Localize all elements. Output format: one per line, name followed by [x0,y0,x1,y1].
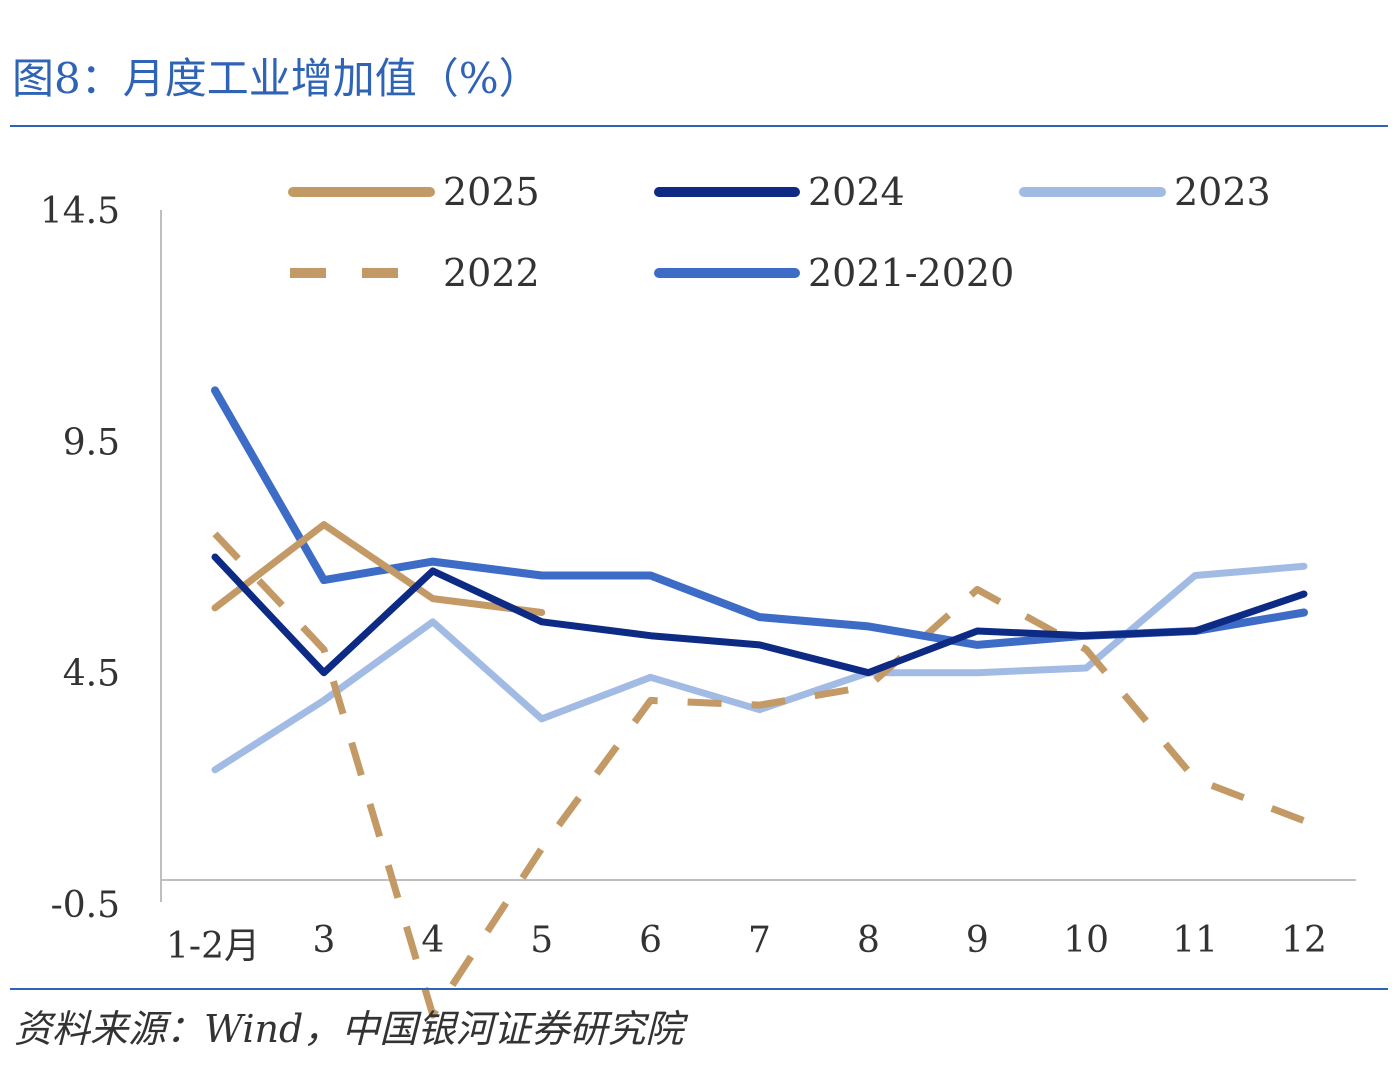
x-tick-label: 4 [421,920,444,961]
series-line-2021-2020 [211,386,1308,649]
x-tick-label: 5 [530,920,553,961]
legend-label-2024: 2024 [808,170,905,214]
x-tick-label: 12 [1281,920,1327,961]
source-note: 资料来源：Wind，中国银河证券研究院 [14,1007,684,1051]
title-divider [10,125,1388,127]
legend-label-2023: 2023 [1174,170,1271,214]
y-tick-label: -0.5 [51,885,120,926]
chart-axes: 14.5 9.5 4.5 -0.5 1-2月 3 4 5 6 7 8 9 10 11 12 [40,191,1356,967]
chart-legend: 2025 2024 2023 2022 2021-2020 [288,170,1271,295]
series-line-2022 [212,531,1306,1019]
legend-label-2021-2020: 2021-2020 [808,251,1014,295]
x-tick-label: 10 [1063,920,1109,961]
y-tick-label: 14.5 [40,191,120,232]
series-line-2024 [211,553,1308,677]
chart-title: 图8：月度工业增加值（%） [12,54,541,103]
x-tick-label: 11 [1172,920,1218,961]
x-tick-label: 8 [857,920,880,961]
legend-label-2022: 2022 [443,251,540,295]
x-tick-label: 6 [639,920,662,961]
chart-lines [211,386,1308,1019]
x-tick-label: 1-2月 [166,926,260,967]
y-tick-label: 4.5 [63,654,120,695]
x-tick-label: 7 [748,920,771,961]
x-tick-label: 3 [312,920,335,961]
legend-label-2025: 2025 [443,170,540,214]
series-line-2023 [211,562,1308,774]
series-line-2025 [211,521,546,616]
y-tick-label: 9.5 [63,422,120,463]
source-divider [10,988,1388,990]
x-tick-label: 9 [966,920,989,961]
